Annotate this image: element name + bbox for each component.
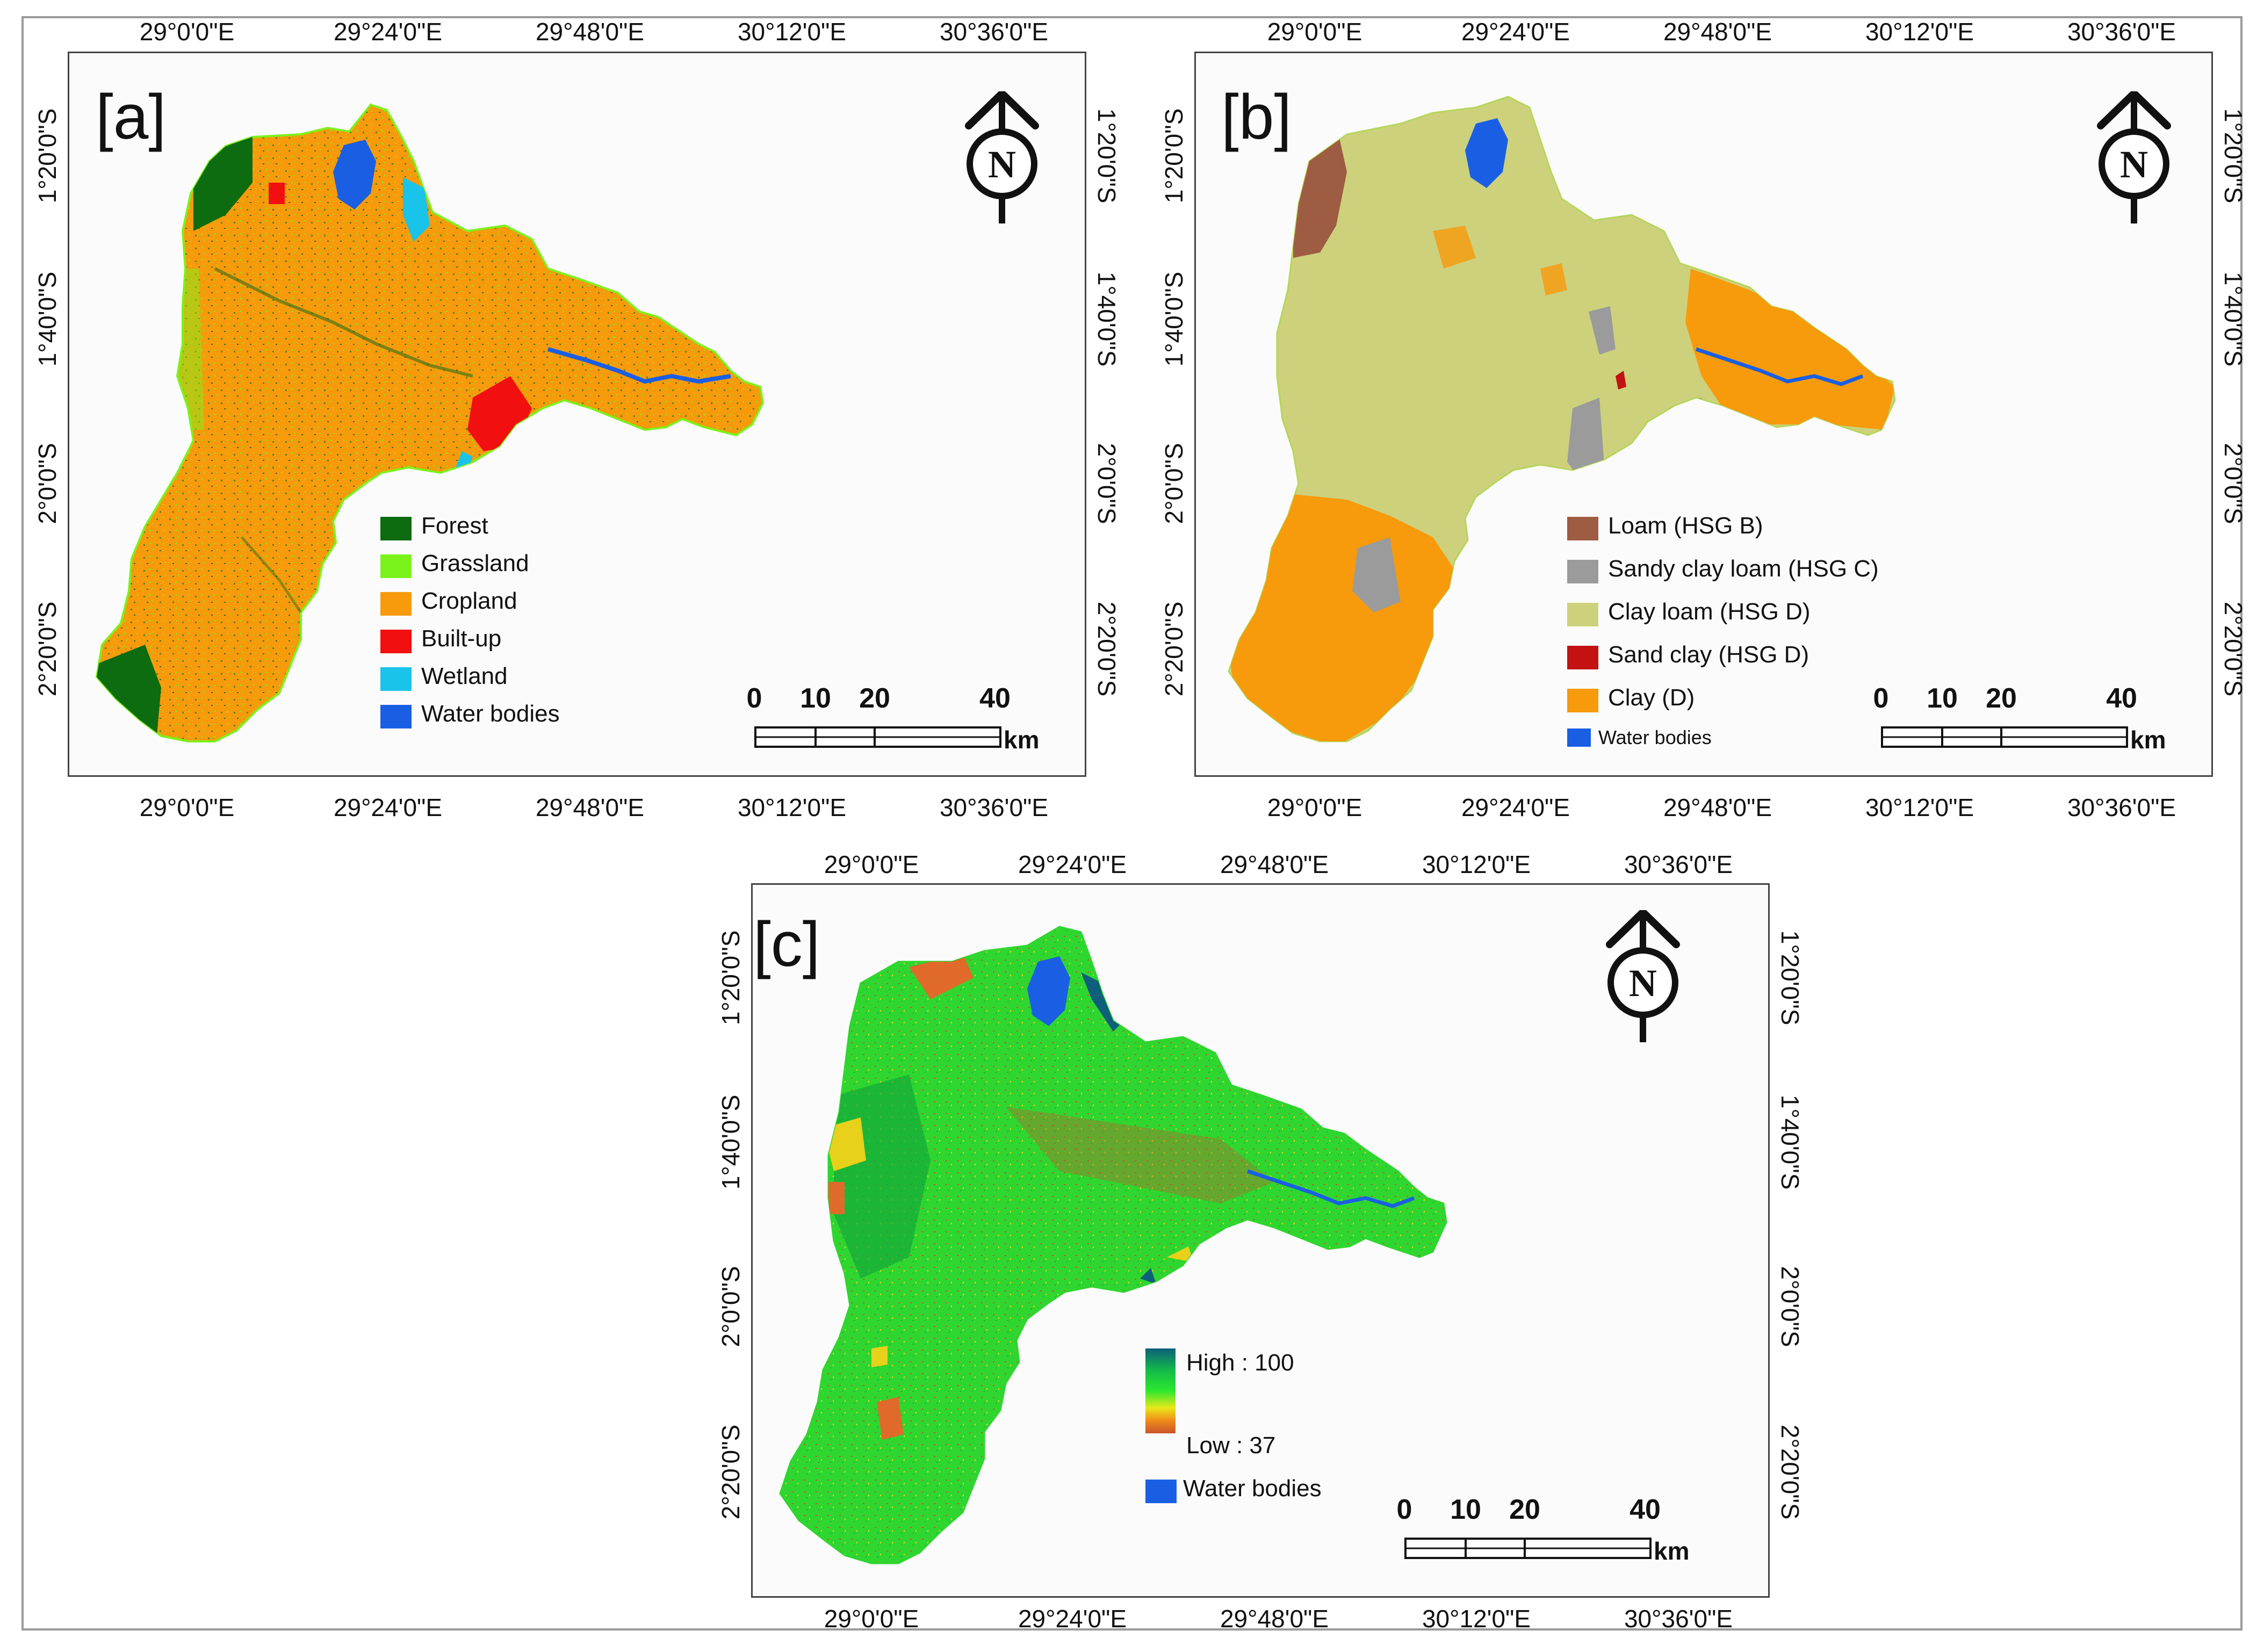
color-ramp (1145, 1348, 1176, 1433)
lon-label-top: 30°36'0"E (1624, 850, 1733, 878)
legend-label: Clay loam (HSG D) (1608, 598, 1811, 625)
scale-tick-label: 40 (1629, 1494, 1661, 1525)
panel-label: [b] (1221, 82, 1292, 153)
legend-swatch (380, 554, 412, 578)
lon-label-bottom: 29°48'0"E (535, 793, 645, 821)
north-letter: N (1629, 962, 1657, 1005)
legend-swatch (1567, 560, 1598, 583)
lon-label-top: 30°12'0"E (1865, 18, 1974, 46)
scale-tick-label: 0 (1873, 683, 1889, 714)
legend-label: Loam (HSG B) (1608, 513, 1763, 539)
legend-high-label: High : 100 (1186, 1350, 1294, 1376)
scale-unit: km (2130, 726, 2166, 754)
scale-tick-label: 40 (2106, 683, 2137, 714)
north-arrow-icon: N (965, 91, 1039, 223)
lon-label-bottom: 29°0'0"E (824, 1605, 919, 1633)
legend-swatch (1145, 1480, 1177, 1503)
north-letter: N (988, 143, 1016, 186)
legend-label: Wetland (421, 663, 508, 689)
legend-label: Water bodies (421, 701, 560, 727)
soil-map (1228, 96, 1896, 742)
lon-label-top: 29°0'0"E (824, 850, 919, 878)
scale-unit: km (1004, 726, 1040, 754)
scale-tick-label: 10 (800, 683, 831, 714)
lon-label-bottom: 30°12'0"E (1865, 793, 1974, 821)
legend-label: Water bodies (1598, 726, 1712, 748)
scale-bar: 0 10 20 40 km (1397, 1494, 1698, 1569)
lon-label-bottom: 30°12'0"E (1422, 1605, 1531, 1633)
legend-swatch (1567, 689, 1598, 712)
legend-swatch (380, 705, 412, 728)
scale-tick-label: 20 (1509, 1494, 1540, 1525)
scale-bar: 0 10 20 40 km (1873, 682, 2174, 758)
lon-label-top: 29°48'0"E (535, 18, 645, 46)
legend-swatch (380, 630, 412, 653)
lon-label-bottom: 30°12'0"E (737, 793, 847, 821)
lon-label-bottom: 29°24'0"E (1461, 793, 1570, 821)
legend-swatch (1567, 603, 1598, 626)
legend-swatch (380, 517, 412, 540)
legend-swatch (1567, 728, 1591, 747)
lon-label-top: 30°12'0"E (737, 18, 847, 46)
lon-label-top: 29°24'0"E (1018, 850, 1127, 878)
scale-bar-graphic (1881, 726, 2128, 748)
legend-label: Clay (D) (1608, 684, 1695, 711)
scale-tick-label: 20 (859, 683, 890, 714)
scale-tick-label: 0 (746, 683, 762, 714)
lon-label-bottom: 29°48'0"E (1663, 793, 1772, 821)
north-arrow-icon: N (1606, 910, 1680, 1042)
legend-a: Forest Grassland Cropland Built-up Wetla… (380, 513, 585, 740)
legend-low-label: Low : 37 (1186, 1432, 1276, 1459)
lon-label-bottom: 29°0'0"E (1267, 793, 1362, 821)
lon-label-bottom: 29°48'0"E (1220, 1605, 1329, 1633)
scale-tick-label: 10 (1927, 683, 1958, 714)
lon-label-top: 29°24'0"E (333, 18, 443, 46)
north-arrow-icon: N (2097, 91, 2171, 223)
panel-a-land-use-map: 29°0'0"E 29°24'0"E 29°48'0"E 30°12'0"E 3… (0, 0, 1132, 838)
panel-label: [c] (753, 909, 820, 980)
legend-c: High : 100 Low : 37 Water bodies (1145, 1348, 1360, 1553)
legend-swatch (1567, 517, 1598, 540)
panel-label: [a] (96, 82, 167, 153)
lon-label-bottom: 29°24'0"E (333, 793, 443, 821)
lon-label-top: 30°12'0"E (1422, 850, 1531, 878)
legend-label: Sand clay (HSG D) (1608, 641, 1809, 668)
lon-label-bottom: 29°24'0"E (1018, 1605, 1127, 1633)
lon-label-bottom: 30°36'0"E (939, 793, 1049, 821)
lon-label-bottom: 30°36'0"E (2067, 793, 2176, 821)
legend-swatch (380, 592, 412, 616)
panel-b-soil-map: 29°0'0"E 29°24'0"E 29°48'0"E 30°12'0"E 3… (1132, 0, 2264, 838)
lon-label-top: 30°36'0"E (939, 18, 1049, 46)
legend-label: Grassland (421, 550, 529, 576)
scale-tick-label: 10 (1450, 1494, 1481, 1525)
legend-label: Cropland (421, 588, 517, 614)
scale-bar-graphic (1404, 1538, 1652, 1559)
north-letter: N (2120, 143, 2148, 186)
lon-label-top: 29°48'0"E (1663, 18, 1772, 46)
curve-number-map (779, 926, 1447, 1564)
lon-label-top: 29°24'0"E (1461, 18, 1570, 46)
legend-label: Forest (421, 513, 488, 539)
scale-unit: km (1654, 1537, 1690, 1565)
scale-tick-label: 40 (979, 683, 1011, 714)
scale-tick-label: 0 (1396, 1494, 1412, 1525)
land-use-map (96, 104, 764, 742)
scale-tick-label: 20 (1986, 683, 2017, 714)
scale-bar: 0 10 20 40 km (747, 682, 1048, 758)
legend-swatch (1567, 646, 1598, 669)
legend-b: Loam (HSG B) Sandy clay loam (HSG C) Cla… (1567, 513, 1954, 762)
lon-label-bottom: 29°0'0"E (139, 793, 235, 821)
legend-swatch (380, 667, 412, 691)
scale-bar-graphic (754, 726, 1001, 748)
legend-label: Sandy clay loam (HSG C) (1608, 556, 1879, 582)
lon-label-top: 30°36'0"E (2067, 18, 2176, 46)
lon-label-bottom: 30°36'0"E (1624, 1605, 1733, 1633)
lon-label-top: 29°0'0"E (139, 18, 235, 46)
legend-label: Built-up (421, 625, 502, 652)
lon-label-top: 29°48'0"E (1220, 850, 1329, 878)
legend-label: Water bodies (1183, 1475, 1322, 1502)
panel-c-curve-number-map: 29°0'0"E 29°24'0"E 29°48'0"E 30°12'0"E 3… (683, 838, 1815, 1652)
lon-label-top: 29°0'0"E (1267, 18, 1362, 46)
